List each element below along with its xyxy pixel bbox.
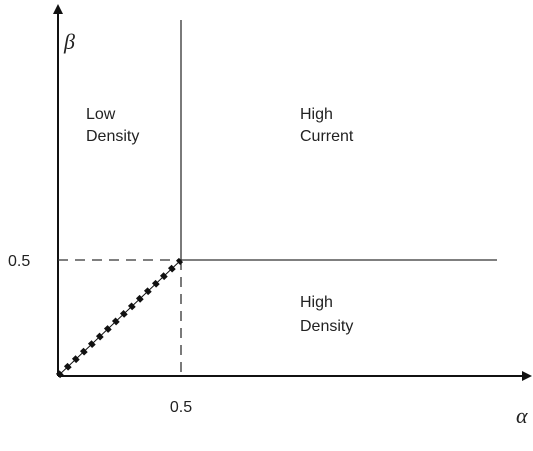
y-axis-label: β: [63, 29, 75, 54]
region-label: Current: [300, 128, 354, 145]
region-label: Low: [86, 106, 116, 123]
x-axis-label: α: [516, 403, 528, 428]
region-label: Density: [86, 128, 139, 145]
y-tick-label: 0.5: [8, 253, 30, 270]
region-label: Density: [300, 318, 353, 335]
x-tick-label: 0.5: [170, 399, 192, 416]
boundary-diagonal-line: [57, 259, 182, 377]
region-label: High: [300, 106, 333, 123]
region-label: High: [300, 294, 333, 311]
